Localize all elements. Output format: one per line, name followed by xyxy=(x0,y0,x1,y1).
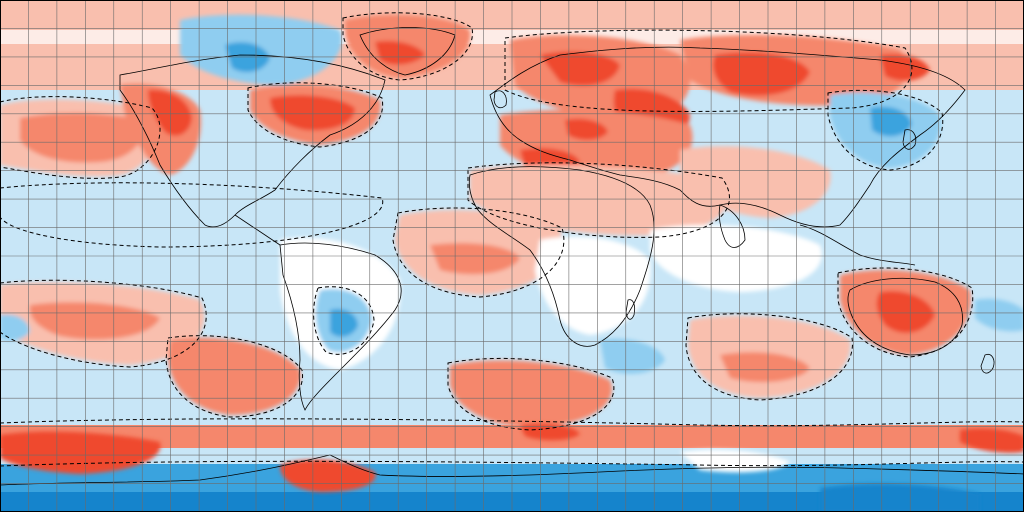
anomaly-contours xyxy=(0,12,1024,467)
contour-greenland xyxy=(342,12,473,81)
coast-japan xyxy=(902,129,917,150)
region-south-atlantic-core xyxy=(520,423,580,441)
coast-antarctica xyxy=(0,454,1024,486)
region-south-pacific-core xyxy=(29,302,160,340)
contour-north-africa xyxy=(467,162,730,238)
region-north-africa xyxy=(470,164,728,236)
contour-east-asia xyxy=(827,89,944,171)
coast-central-america xyxy=(234,214,281,246)
coast-africa xyxy=(468,166,655,347)
region-antarctic-peninsula xyxy=(280,459,376,492)
contour-south-atlantic xyxy=(447,357,615,431)
region-equatorial-africa xyxy=(535,236,651,335)
region-eastern-canada-core xyxy=(270,95,355,131)
region-south-indian-ocean-core xyxy=(720,352,810,383)
coast-australia xyxy=(847,277,963,356)
region-equatorial-pacific xyxy=(0,184,381,245)
region-scandinavia-core xyxy=(540,51,620,86)
region-atlantic-cool-patch xyxy=(975,298,1024,332)
region-north-pacific-warm-inner xyxy=(20,112,143,163)
region-antarctic-dark-east xyxy=(820,483,980,512)
coast-eurasia xyxy=(489,46,966,228)
contour-south-indian-ocean xyxy=(685,313,853,401)
region-central-siberia-core xyxy=(713,52,810,96)
region-southeast-pacific xyxy=(168,337,301,415)
contour-tropical-atlantic xyxy=(392,207,565,298)
region-middle-east xyxy=(680,146,831,218)
region-east-asia-core xyxy=(870,106,912,137)
coast-north-america xyxy=(119,54,386,228)
region-far-east-siberia xyxy=(880,54,930,81)
contour-australia xyxy=(837,267,974,358)
coast-greenland xyxy=(359,27,456,76)
coast-british-isles xyxy=(493,90,507,109)
region-indian-ocean xyxy=(600,338,665,374)
contour-paraguay xyxy=(313,286,375,355)
coast-madagascar xyxy=(625,299,636,320)
region-paraguay-brazil-core xyxy=(330,308,358,337)
region-greenland-core xyxy=(375,40,425,65)
region-tropical-atlantic-core xyxy=(430,243,520,275)
contour-equatorial-pacific xyxy=(0,182,384,248)
region-south-atlantic-warm xyxy=(450,360,612,428)
coast-india xyxy=(718,204,746,248)
contour-south-pacific xyxy=(0,279,207,368)
region-australia-core xyxy=(876,291,935,333)
contour-eastern-canada xyxy=(247,82,384,148)
region-northeast-pacific-core xyxy=(148,89,192,136)
contour-antarctic xyxy=(0,460,1024,467)
contour-southeast-pacific xyxy=(165,335,304,418)
contour-southern-ocean xyxy=(0,418,1024,427)
region-pacific-cool-patch xyxy=(0,314,30,341)
contour-north-pacific xyxy=(0,96,161,179)
region-southern-ocean-east xyxy=(960,428,1024,453)
anomaly-regions xyxy=(0,14,1024,512)
region-tropical-indian-ocean xyxy=(650,225,822,292)
region-southern-ocean-pacific xyxy=(0,431,161,474)
coast-southeast-asia xyxy=(799,224,916,266)
